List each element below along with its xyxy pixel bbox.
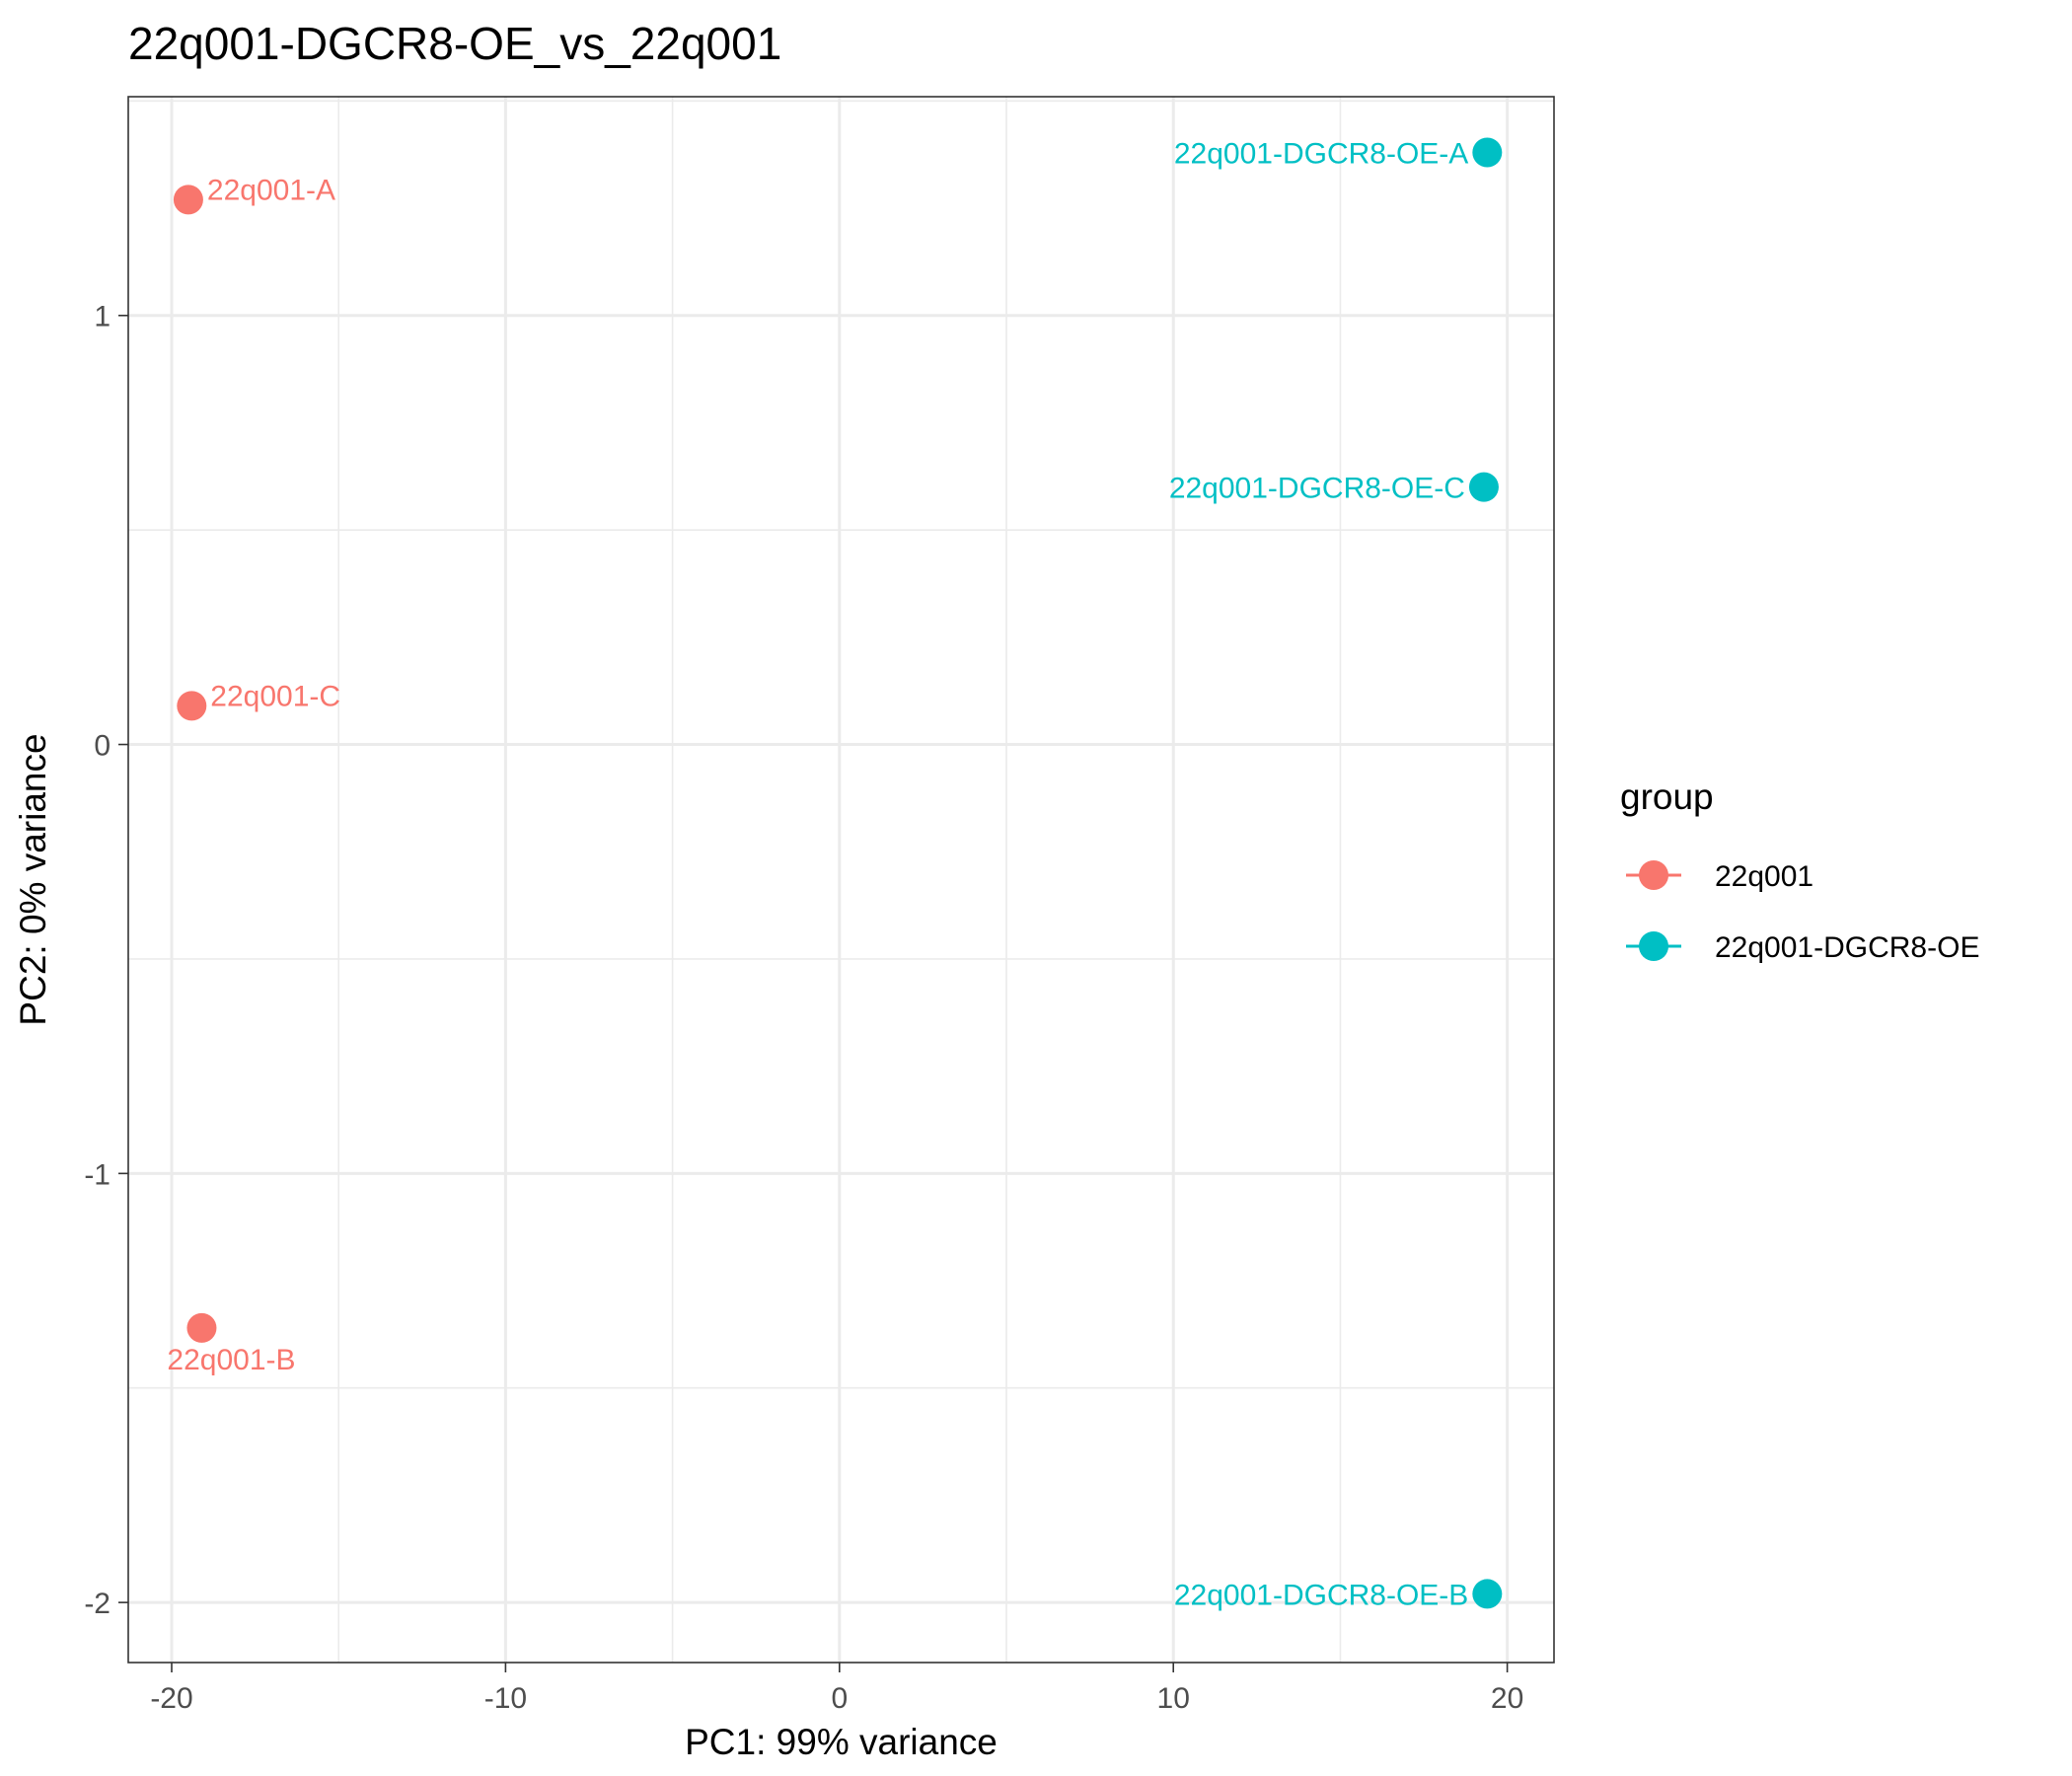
x-axis-label: PC1: 99% variance: [685, 1722, 998, 1762]
point-label: 22q001-DGCR8-OE-B: [1174, 1579, 1468, 1611]
point-label: 22q001-C: [210, 680, 340, 712]
chart-title: 22q001-DGCR8-OE_vs_22q001: [128, 18, 781, 69]
x-tick-label: -10: [484, 1682, 527, 1715]
data-point: [1472, 1579, 1503, 1609]
point-label: 22q001-A: [207, 174, 335, 206]
data-point: [1468, 472, 1499, 502]
data-points: [173, 137, 1503, 1609]
x-tick-label: 10: [1157, 1682, 1190, 1715]
minor-gridlines: [128, 97, 1554, 1663]
x-axis: -20 -10 0 10 20: [150, 1663, 1523, 1715]
point-label: 22q001-DGCR8-OE-C: [1169, 473, 1465, 505]
legend-label: 22q001: [1715, 860, 1813, 893]
x-tick-label: 20: [1491, 1682, 1523, 1715]
y-tick-label: -2: [84, 1588, 111, 1620]
legend-title: group: [1620, 777, 1714, 817]
x-tick-label: 0: [831, 1682, 848, 1715]
data-point: [1472, 137, 1503, 168]
y-tick-label: -1: [84, 1158, 111, 1191]
major-gridlines: [128, 97, 1554, 1663]
panel-border: [127, 96, 1555, 1664]
y-tick-label: 0: [94, 730, 111, 763]
legend-key-point: [1639, 931, 1668, 961]
legend: group 22q001 22q001-DGCR8-OE: [1620, 777, 1979, 964]
legend-key-point: [1639, 860, 1668, 890]
data-point: [186, 1312, 217, 1343]
data-point: [177, 691, 207, 721]
legend-label: 22q001-DGCR8-OE: [1715, 931, 1979, 964]
data-point: [173, 185, 203, 215]
point-labels: 22q001-A 22q001-C 22q001-B 22q001-DGCR8-OE-…: [167, 138, 1468, 1612]
y-axis-label: PC2: 0% variance: [13, 733, 53, 1025]
point-label: 22q001-DGCR8-OE-A: [1174, 138, 1468, 171]
x-tick-label: -20: [150, 1682, 192, 1715]
y-tick-label: 1: [94, 301, 111, 333]
y-axis: -2 -1 0 1: [84, 301, 128, 1620]
point-label: 22q001-B: [167, 1344, 295, 1376]
